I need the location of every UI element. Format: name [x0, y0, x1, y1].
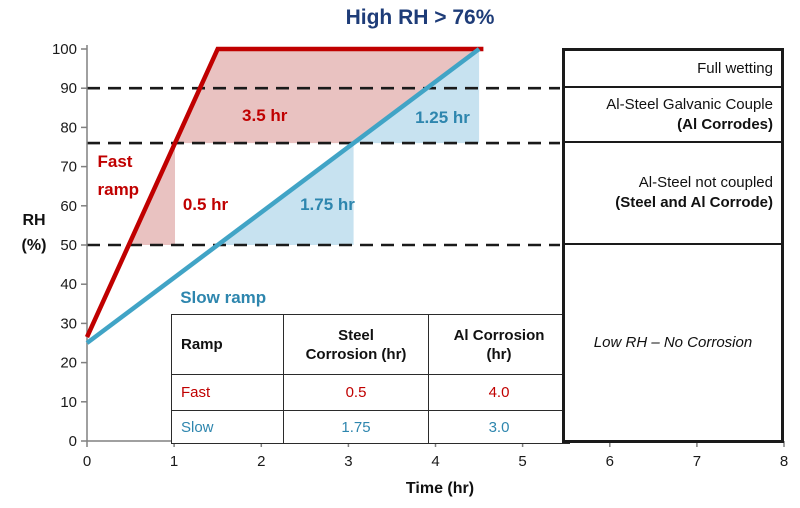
zone-low-rh: Low RH – No Corrosion: [593, 333, 753, 351]
y-tick-label-20: 20: [60, 355, 77, 372]
series-fast-ramp: [84, 46, 484, 339]
ramp-table-row-slow: Slow 1.75 3.0: [171, 410, 570, 444]
slow-steel-value: 1.75: [283, 410, 429, 444]
annotation-slow-steel-duration: 1.75 hr: [300, 195, 355, 214]
y-tick-label-90: 90: [60, 80, 77, 97]
y-tick-label-10: 10: [60, 394, 77, 411]
y-axis-title-line1: RH: [22, 212, 46, 229]
chart-title: High RH > 76%: [345, 6, 495, 29]
annotation-fast-al-duration: 3.5 hr: [242, 106, 288, 125]
ramp-data-table: Ramp Steel Corrosion (hr) Al Corrosion (…: [171, 314, 570, 444]
x-tick-label-2: 2: [257, 453, 265, 470]
ramp-table-header-al: Al Corrosion (hr): [428, 314, 570, 375]
fast-row-label: Fast: [171, 374, 284, 411]
y-tick-label-80: 80: [60, 119, 77, 136]
y-tick-label-60: 60: [60, 198, 77, 215]
annotation-slow-ramp-label: Slow ramp: [180, 288, 266, 307]
y-axis-title: RH (%): [6, 208, 62, 258]
corrosion-zone-panel: Full wetting Al-Steel Galvanic Couple (A…: [562, 48, 784, 443]
ramp-table-row-fast: Fast 0.5 4.0: [171, 374, 570, 411]
annotation-fast-steel-duration: 0.5 hr: [183, 195, 229, 214]
ramp-table-header-ramp: Ramp: [171, 314, 284, 375]
x-tick-label-1: 1: [170, 453, 178, 470]
series-slow-ramp: [85, 47, 481, 345]
y-tick-label-30: 30: [60, 315, 77, 332]
slow-al-value: 3.0: [428, 410, 570, 444]
y-tick-label-70: 70: [60, 159, 77, 176]
x-tick-label-7: 7: [693, 453, 701, 470]
x-tick-label-3: 3: [344, 453, 352, 470]
x-tick-label-0: 0: [83, 453, 91, 470]
annotation-fast-ramp-label-line2: ramp: [98, 180, 140, 199]
annotation-slow-al-duration: 1.25 hr: [415, 108, 470, 127]
region-fast-al-corrosion: [175, 49, 480, 144]
annotation-fast-ramp-label-line1: Fast: [98, 152, 133, 171]
y-tick-label-100: 100: [52, 41, 77, 58]
x-tick-label-5: 5: [518, 453, 526, 470]
y-tick-label-0: 0: [69, 433, 77, 450]
fast-steel-value: 0.5: [283, 374, 429, 411]
slow-row-label: Slow: [171, 410, 284, 444]
zone-full-wetting: Full wetting: [565, 51, 781, 88]
ramp-table-header-steel: Steel Corrosion (hr): [283, 314, 429, 375]
zone-not-coupled: Al-Steel not coupled (Steel and Al Corro…: [565, 143, 781, 245]
ramp-table-header-row: Ramp Steel Corrosion (hr) Al Corrosion (…: [171, 314, 570, 375]
y-axis-title-line2: (%): [21, 237, 47, 254]
y-tick-label-50: 50: [60, 237, 77, 254]
x-axis-title: Time (hr): [405, 480, 475, 497]
x-tick-label-4: 4: [431, 453, 439, 470]
x-tick-label-8: 8: [780, 453, 788, 470]
zone-galvanic-couple: Al-Steel Galvanic Couple (Al Corrodes): [565, 88, 781, 143]
y-tick-label-40: 40: [60, 276, 77, 293]
fast-al-value: 4.0: [428, 374, 570, 411]
x-tick-label-6: 6: [606, 453, 614, 470]
